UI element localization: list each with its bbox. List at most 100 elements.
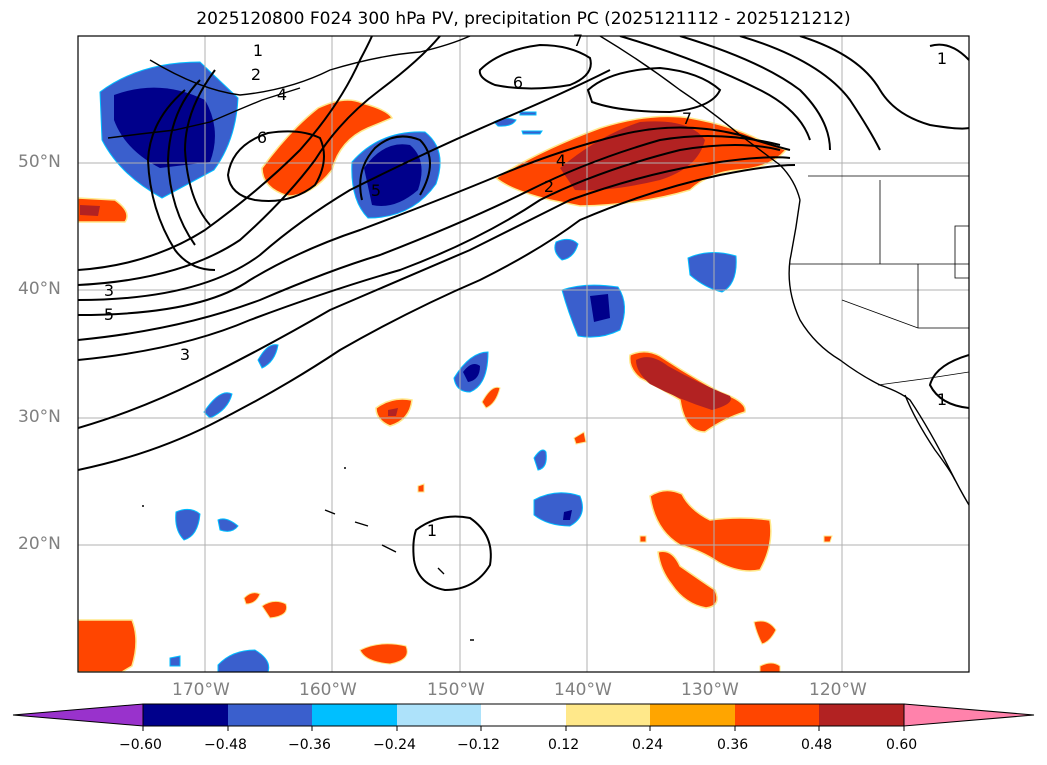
- precip-negative-region: [217, 518, 239, 532]
- lon-label: 140°W: [554, 680, 612, 700]
- precip-positive-region: [261, 600, 288, 619]
- contour-label: 6: [513, 73, 523, 92]
- state-border: [954, 225, 969, 279]
- colorbar-segment: [566, 704, 650, 726]
- colorbar: [12, 703, 1035, 731]
- precip-negative-region: [519, 111, 537, 116]
- pv-contour-line: [226, 130, 325, 202]
- pv-contour-line: [78, 36, 373, 271]
- colorbar-segment: [312, 704, 397, 726]
- precipitation-shading: [78, 61, 833, 672]
- precip-negative-region: [533, 449, 547, 471]
- precip-positive-region: [573, 431, 587, 445]
- lon-label: 150°W: [427, 680, 485, 700]
- pv-contour-line: [799, 36, 969, 130]
- precip-positive-region: [753, 620, 777, 645]
- colorbar-tick-label: −0.12: [457, 737, 500, 753]
- pv-contour-line: [146, 89, 216, 271]
- map-title: 2025120800 F024 300 hPa PV, precipitatio…: [196, 9, 851, 29]
- precip-strong-positive-region: [636, 357, 731, 410]
- pv-contour-line: [78, 126, 791, 316]
- contour-label: 6: [257, 128, 267, 147]
- lat-label: 40°N: [18, 279, 61, 299]
- precip-strong-negative-region: [463, 364, 480, 382]
- colorbar-tick-label: −0.48: [204, 737, 247, 753]
- precip-negative-region: [257, 344, 279, 369]
- pv-contour-line: [478, 43, 592, 90]
- pv-contour-line: [619, 36, 811, 141]
- pv-contour-line: [78, 164, 796, 471]
- precip-positive-region: [78, 619, 137, 672]
- hawaii-islands: [142, 467, 474, 641]
- colorbar-tick-label: −0.36: [288, 737, 331, 753]
- precip-negative-region: [687, 252, 737, 293]
- pv-contour-line: [78, 156, 791, 429]
- colorbar-segment: [481, 704, 566, 726]
- coastlines: [107, 36, 969, 641]
- graticule: [78, 36, 969, 672]
- precip-strong-positive-region: [80, 205, 100, 216]
- contour-label: 5: [104, 305, 114, 324]
- precip-positive-region: [823, 535, 833, 543]
- contour-label: 7: [682, 109, 692, 128]
- precip-strong-positive-region: [388, 408, 398, 416]
- precip-negative-region: [533, 492, 583, 527]
- colorbar-frame: [142, 703, 905, 727]
- alaska-coast: [149, 36, 471, 96]
- us-mexico-border: [877, 371, 969, 386]
- contour-label: 1: [427, 521, 437, 540]
- precip-positive-region: [243, 592, 261, 605]
- lat-label: 30°N: [18, 407, 61, 427]
- colorbar-segment: [819, 704, 904, 726]
- precip-negative-region: [217, 649, 270, 672]
- pv-contour-line: [183, 69, 216, 226]
- contour-label: 3: [104, 281, 114, 300]
- contour-label: 7: [573, 31, 583, 50]
- colorbar-tick-label: 0.24: [632, 737, 664, 753]
- pv-contour-line: [78, 144, 781, 361]
- colorbar-segment: [650, 704, 735, 726]
- colorbar-tick-label: −0.60: [119, 737, 162, 753]
- pv-contour-line: [586, 66, 722, 114]
- contour-label: 4: [277, 85, 287, 104]
- lon-label: 160°W: [299, 680, 357, 700]
- precip-positive-region: [359, 643, 408, 665]
- lat-label: 20°N: [18, 534, 61, 554]
- colorbar-tick-label: −0.24: [373, 737, 416, 753]
- contour-label: 1: [937, 390, 947, 409]
- precip-negative-region: [521, 130, 543, 135]
- pv-contour-line: [412, 515, 492, 592]
- pv-contour-line: [359, 135, 431, 201]
- precip-positive-region: [657, 550, 718, 609]
- colorbar-segment: [397, 704, 481, 726]
- plot-frame: [77, 35, 970, 673]
- contour-label: 1: [253, 41, 263, 60]
- aleutian-islands: [107, 87, 301, 139]
- precip-strong-negative-region: [590, 294, 610, 322]
- pv-contour-line: [78, 135, 781, 341]
- precip-negative-region: [169, 655, 181, 667]
- precip-strong-negative-region: [114, 87, 215, 168]
- pv-contour-line: [166, 79, 201, 246]
- precip-negative-region: [203, 392, 233, 419]
- pv-contour-line: [78, 69, 611, 301]
- precip-positive-region: [261, 99, 394, 197]
- pv-contour-line: [928, 354, 969, 409]
- pv-contours: [78, 36, 969, 592]
- pv-contour-line: [739, 36, 881, 151]
- lon-label: 130°W: [681, 680, 739, 700]
- pv-contour-line: [929, 43, 969, 61]
- precip-negative-region: [493, 117, 517, 127]
- precip-strong-negative-region: [364, 144, 422, 206]
- colorbar-extend-low: [12, 703, 144, 727]
- precip-strong-negative-region: [563, 510, 572, 520]
- precip-positive-region: [481, 386, 501, 409]
- contour-label: 2: [544, 177, 554, 196]
- state-border: [841, 299, 969, 329]
- colorbar-tick-label: 0.12: [548, 737, 580, 753]
- political-borders: [790, 175, 969, 386]
- colorbar-segment: [735, 704, 819, 726]
- lon-label: 170°W: [172, 680, 230, 700]
- pv-contour-line: [679, 36, 831, 151]
